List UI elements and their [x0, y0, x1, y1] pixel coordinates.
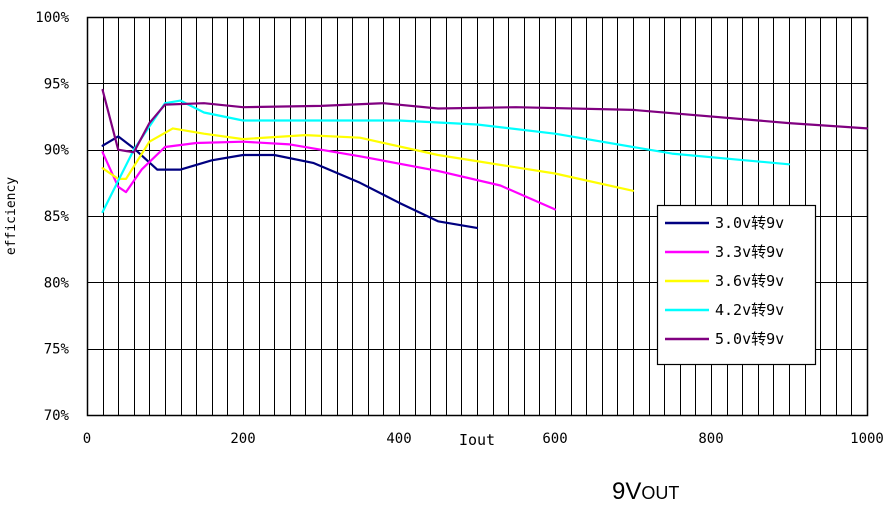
y-tick-label: 90% [44, 143, 70, 159]
legend: 3.0v转9v 3.3v转9v 3.6v转9v 4.2v转9v 5.0v转9v [656, 204, 817, 366]
legend-label-4: 4.2v转9v [715, 301, 784, 319]
series-line-2 [101, 140, 557, 211]
x-tick-label: 0 [83, 431, 91, 447]
legend-label-5: 5.0v转9v [715, 330, 784, 348]
y-axis-label: efficiency [4, 177, 19, 255]
plot-frame [86, 16, 869, 417]
series-line-3 [101, 127, 635, 192]
x-tick-label: 200 [230, 431, 255, 447]
legend-label-2: 3.3v转9v [715, 243, 784, 261]
y-tick-label: 95% [44, 76, 70, 92]
legend-label-3: 3.6v转9v [715, 272, 784, 290]
series-line-5 [101, 88, 869, 154]
x-tick-label: 400 [386, 431, 411, 447]
caption-sub: OUT [641, 483, 680, 503]
y-tick-label: 70% [44, 408, 70, 424]
y-tick-label: 75% [44, 342, 70, 358]
x-tick-label: 600 [542, 431, 567, 447]
y-tick-label: 80% [44, 275, 70, 291]
series-lines [101, 88, 869, 229]
axes: 70% 75% 80% 85% 90% 95% 100% 0 200 400 600 800 1000 I… [4, 10, 884, 449]
caption-main: 9V [612, 478, 642, 505]
x-tick-label: 800 [698, 431, 723, 447]
legend-label-1: 3.0v转9v [715, 214, 784, 232]
y-tick-label: 85% [44, 209, 70, 225]
y-tick-label: 100% [35, 10, 69, 26]
x-axis-label: Iout [459, 431, 495, 449]
chart-caption: 9VOUT [612, 478, 679, 506]
x-tick-label: 1000 [850, 431, 884, 447]
